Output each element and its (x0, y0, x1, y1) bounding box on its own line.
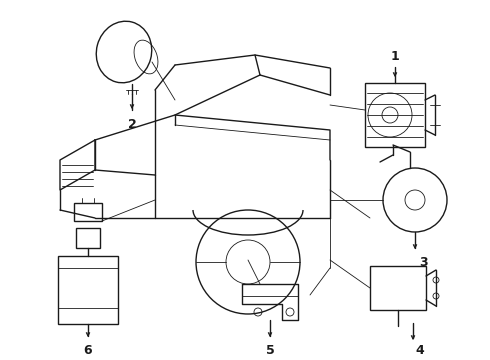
Bar (74, 203, 102, 221)
Bar (76, 228, 100, 248)
Text: 3: 3 (418, 256, 427, 269)
Text: 5: 5 (266, 343, 274, 356)
Bar (58, 256, 118, 324)
Text: 2: 2 (127, 117, 136, 130)
Bar (365, 83, 425, 147)
Text: 6: 6 (84, 343, 92, 356)
Text: 4: 4 (416, 343, 424, 356)
Text: 1: 1 (391, 50, 399, 63)
Bar (370, 266, 426, 310)
